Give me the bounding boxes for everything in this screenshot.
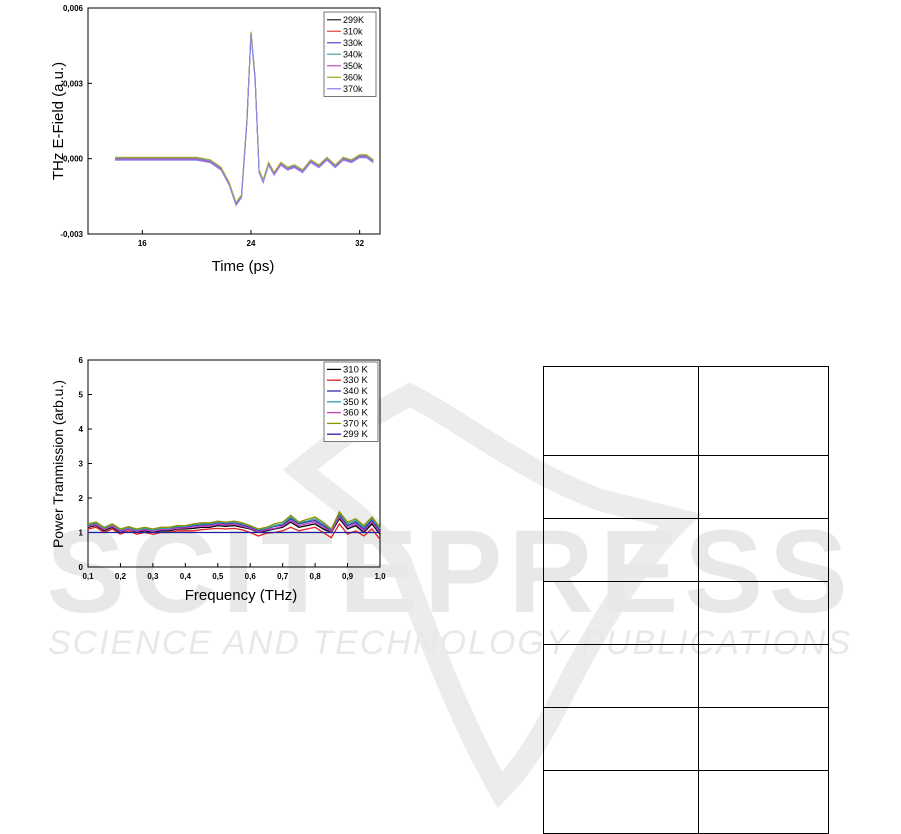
x-tick-label: 0,3 bbox=[147, 572, 159, 581]
series-line bbox=[115, 34, 374, 207]
legend-entry: 350k bbox=[343, 61, 363, 71]
y-tick-label: 0,006 bbox=[63, 4, 84, 13]
legend-entry: 310 K bbox=[343, 364, 368, 375]
table-cell bbox=[698, 644, 829, 708]
empty-table bbox=[543, 366, 829, 834]
series-line bbox=[87, 522, 381, 540]
legend-entry: 330 K bbox=[343, 375, 368, 386]
series-lines bbox=[87, 510, 381, 540]
y-axis-label: Power Tranmission (arb.u.) bbox=[50, 380, 66, 548]
y-tick-label: 6 bbox=[79, 356, 84, 365]
x-tick-label: 24 bbox=[247, 239, 256, 248]
table-cell bbox=[698, 366, 829, 456]
x-axis-label: Frequency (THz) bbox=[185, 587, 298, 604]
x-tick-label: 0,6 bbox=[245, 572, 257, 581]
series-line bbox=[87, 510, 381, 531]
table-row bbox=[543, 707, 829, 771]
legend-entry: 310k bbox=[343, 26, 363, 36]
tick-group: 16 24 32 -0,003 0,000 0,003 0,006 bbox=[60, 4, 364, 248]
table-cell bbox=[543, 518, 699, 582]
table-cell bbox=[698, 770, 829, 834]
table-cell bbox=[543, 644, 699, 708]
y-tick-label: -0,003 bbox=[60, 230, 83, 239]
table-row bbox=[543, 455, 829, 519]
table-cell bbox=[543, 707, 699, 771]
y-tick-label: 1 bbox=[79, 529, 84, 538]
table-cell bbox=[698, 518, 829, 582]
legend-entry: 340k bbox=[343, 49, 363, 59]
y-tick-label: 5 bbox=[79, 391, 84, 400]
plot-frame bbox=[87, 7, 381, 235]
legend-entry: 370k bbox=[343, 84, 363, 94]
legend-entry: 299K bbox=[343, 15, 364, 25]
x-tick-label: 0,7 bbox=[277, 572, 289, 581]
legend-entry: 360k bbox=[343, 72, 363, 82]
y-tick-label: 0 bbox=[79, 563, 84, 572]
legend-entry: 350 K bbox=[343, 397, 368, 408]
table-cell bbox=[698, 455, 829, 519]
x-tick-label: 1,0 bbox=[374, 572, 386, 581]
y-tick-label: 3 bbox=[79, 460, 84, 469]
x-axis-label: Time (ps) bbox=[212, 258, 275, 275]
table-cell bbox=[698, 581, 829, 645]
table-row bbox=[543, 518, 829, 582]
table-cell bbox=[698, 707, 829, 771]
y-tick-label: 0,000 bbox=[63, 155, 84, 164]
series-line bbox=[115, 31, 374, 204]
table-row bbox=[543, 366, 829, 456]
table-cell bbox=[543, 581, 699, 645]
x-tick-label: 0,2 bbox=[115, 572, 127, 581]
x-tick-label: 0,4 bbox=[180, 572, 192, 581]
table-row bbox=[543, 581, 829, 645]
legend-entry: 330k bbox=[343, 38, 363, 48]
y-tick-label: 2 bbox=[79, 494, 84, 503]
x-tick-label: 0,5 bbox=[212, 572, 224, 581]
x-tick-label: 0,1 bbox=[82, 572, 94, 581]
series-lines bbox=[115, 31, 374, 207]
x-tick-label: 0,9 bbox=[342, 572, 354, 581]
table-cell bbox=[543, 366, 699, 456]
table-cell bbox=[543, 770, 699, 834]
tick-group: 0,1 0,2 0,3 0,4 0,5 0,6 0,7 0,8 0,9 1,0 0 1 2 3 4 5 6 bbox=[79, 356, 387, 581]
table-row bbox=[543, 644, 829, 708]
x-tick-label: 16 bbox=[138, 239, 147, 248]
x-tick-label: 0,8 bbox=[310, 572, 322, 581]
x-tick-label: 32 bbox=[355, 239, 364, 248]
legend-entry: 299 K bbox=[343, 429, 368, 440]
table-row bbox=[543, 770, 829, 834]
legend-entry: 370 K bbox=[343, 418, 368, 429]
series-line bbox=[87, 515, 381, 533]
y-axis-label: THz E-Field (a.u.) bbox=[50, 62, 67, 180]
legend-entry: 340 K bbox=[343, 386, 368, 397]
y-tick-label: 4 bbox=[79, 425, 84, 434]
y-tick-label: 0,003 bbox=[63, 79, 84, 88]
legend-entry: 360 K bbox=[343, 408, 368, 419]
table-cell bbox=[543, 455, 699, 519]
